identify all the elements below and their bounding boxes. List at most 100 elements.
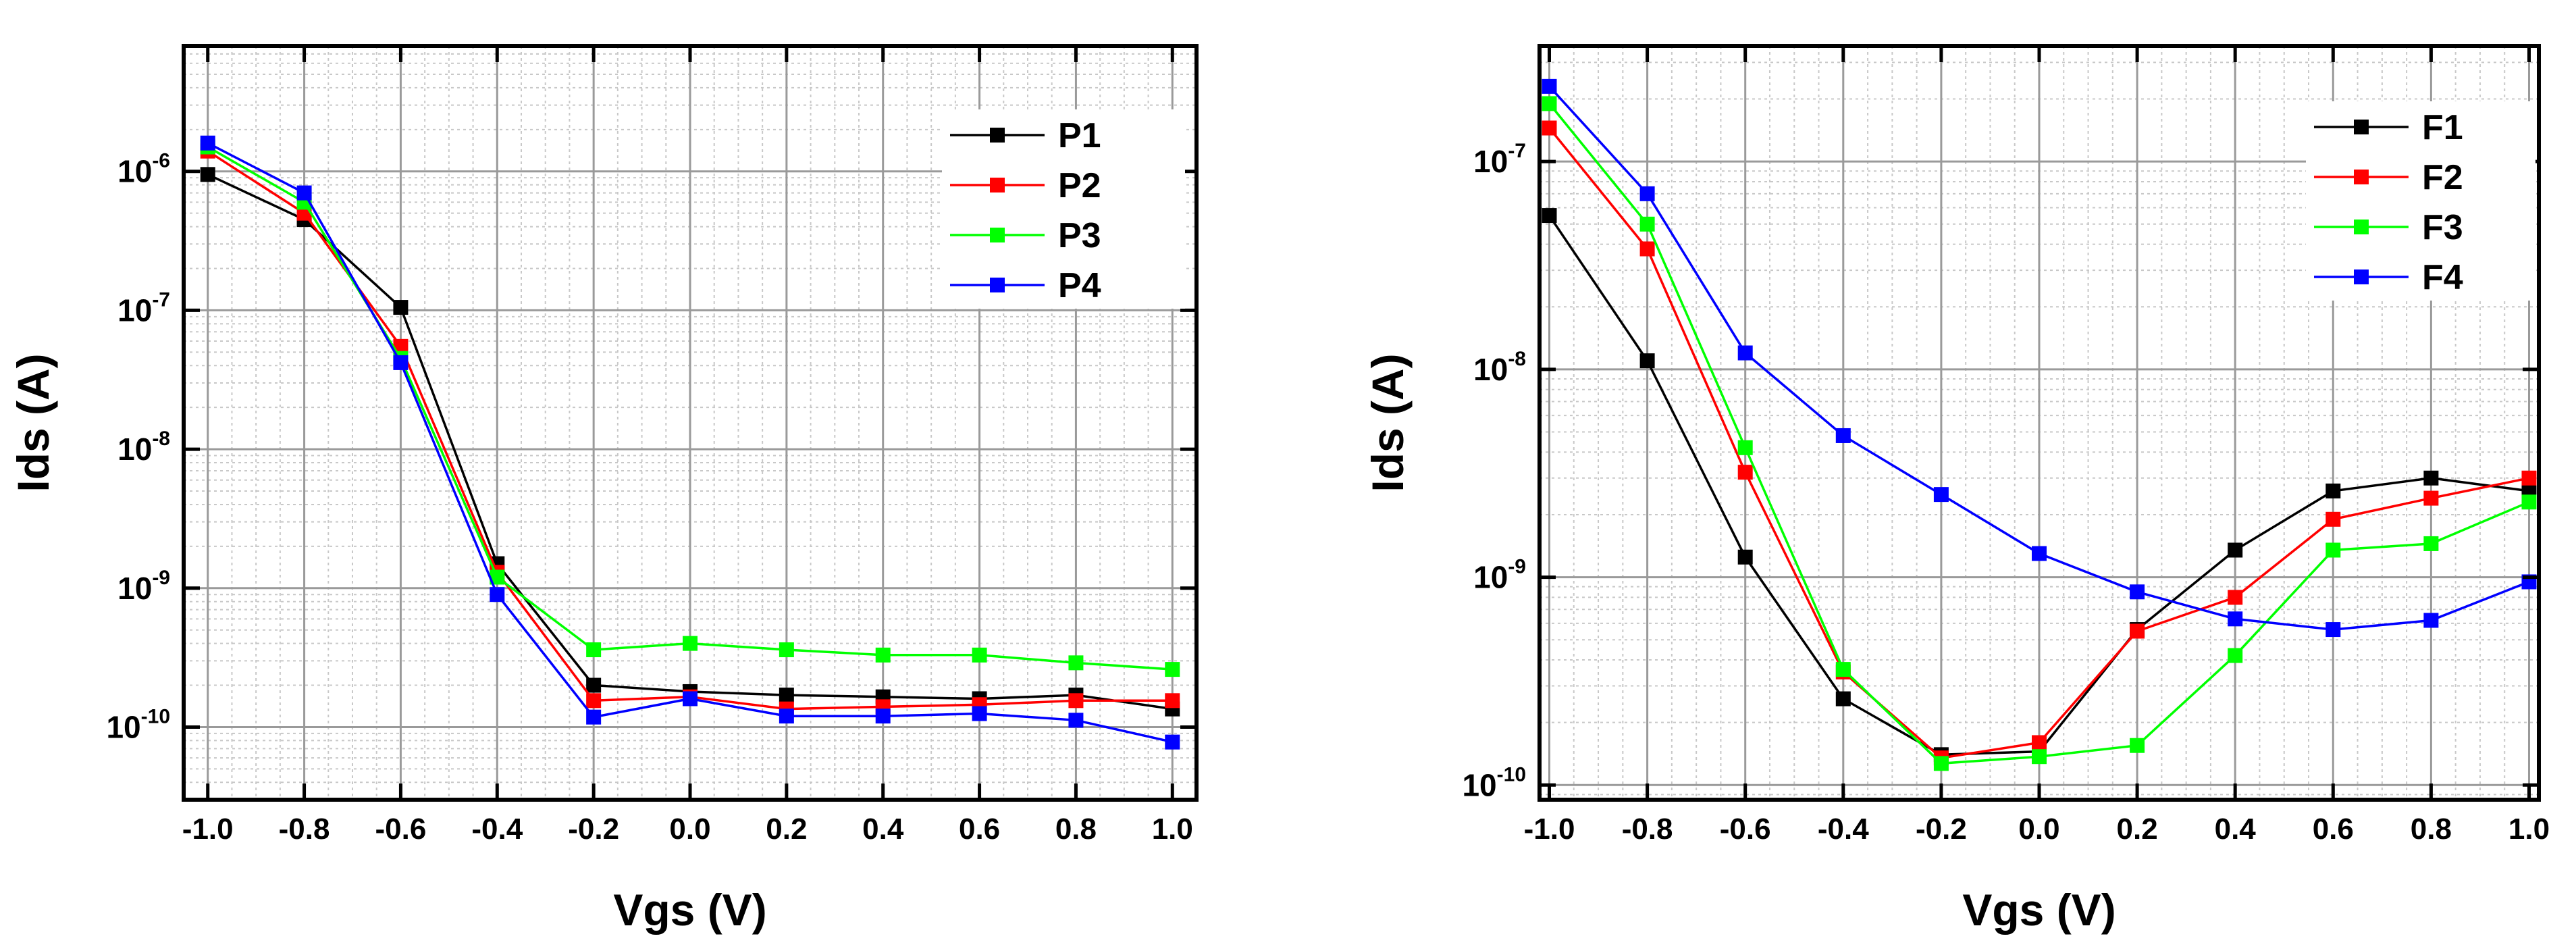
chart-1-point-F4 bbox=[1542, 78, 1557, 94]
chart-0-point-P4 bbox=[972, 706, 987, 721]
chart-0-point-P3 bbox=[586, 642, 602, 658]
chart-1-point-F4 bbox=[2325, 622, 2341, 638]
chart-0-point-P2 bbox=[1068, 693, 1084, 709]
chart-1-point-F2 bbox=[1542, 120, 1557, 136]
chart-1-x-tick-label: -0.2 bbox=[1916, 813, 1967, 846]
chart-0-y-tick-label: 10-8 bbox=[117, 428, 170, 467]
chart-1-point-F4 bbox=[1835, 428, 1851, 443]
chart-0-point-P1 bbox=[586, 677, 602, 693]
chart-0-point-P4 bbox=[200, 135, 215, 151]
chart-1-point-F3 bbox=[2521, 494, 2537, 510]
chart-0-x-tick-label: -0.2 bbox=[568, 813, 619, 846]
chart-1-x-tick-label: 0.6 bbox=[2313, 813, 2354, 846]
chart-0-point-P4 bbox=[490, 587, 505, 602]
chart-0-x-tick-label: 0.8 bbox=[1055, 813, 1097, 846]
chart-1-point-F3 bbox=[2228, 648, 2243, 663]
chart-1-point-F4 bbox=[2423, 613, 2439, 628]
chart-1-point-F3 bbox=[2130, 738, 2145, 753]
chart-0-x-tick-label: -1.0 bbox=[182, 813, 234, 846]
chart-0-point-P3 bbox=[1165, 662, 1180, 677]
chart-0-legend-box bbox=[942, 109, 1185, 309]
chart-1-point-F3 bbox=[1639, 216, 1655, 232]
chart-0-x-tick-label: 0.2 bbox=[766, 813, 807, 846]
chart-1-legend-label-F3: F3 bbox=[2422, 208, 2463, 247]
chart-1-point-F4 bbox=[1737, 345, 1753, 361]
chart-1-point-F3 bbox=[2423, 536, 2439, 551]
chart-0-x-tick-label: -0.6 bbox=[375, 813, 427, 846]
chart-0-x-tick-label: 0.6 bbox=[959, 813, 1000, 846]
chart-1-legend: F1 F2 F3 F4 bbox=[2306, 101, 2535, 301]
chart-1-legend-marker-F2 bbox=[2354, 170, 2369, 184]
chart-1-x-tick-label: 1.0 bbox=[2508, 813, 2550, 846]
chart-1-point-F1 bbox=[2423, 470, 2439, 486]
chart-0-ticks bbox=[184, 46, 1197, 800]
chart-1-legend-marker-F4 bbox=[2354, 269, 2369, 284]
chart-1-point-F3 bbox=[2325, 542, 2341, 558]
chart-0-y-axis-title: Ids (A) bbox=[8, 353, 58, 492]
chart-1-x-tick-label: -0.6 bbox=[1720, 813, 1771, 846]
chart-1-legend-marker-F3 bbox=[2354, 220, 2369, 234]
chart-0-point-P4 bbox=[586, 709, 602, 725]
chart-1-point-F1 bbox=[1542, 208, 1557, 224]
chart-0-legend-marker-P2 bbox=[990, 178, 1005, 192]
chart-0-point-P4 bbox=[875, 709, 891, 724]
chart-1-y-tick-label: 10-7 bbox=[1473, 140, 1526, 179]
chart-0-point-P4 bbox=[296, 185, 312, 201]
chart-1-point-F4 bbox=[2130, 584, 2145, 600]
chart-0-x-tick-label: -0.4 bbox=[471, 813, 523, 846]
chart-1-point-F4 bbox=[2228, 611, 2243, 627]
chart-1-ticks bbox=[1540, 46, 2539, 800]
chart-0-legend-label-P3: P3 bbox=[1058, 216, 1101, 255]
chart-0-legend: P1 P2 P3 P4 bbox=[942, 109, 1185, 309]
chart-1-x-tick-label: -0.8 bbox=[1622, 813, 1673, 846]
chart-0-x-tick-label: 0.4 bbox=[862, 813, 904, 846]
chart-1-point-F3 bbox=[1933, 756, 1949, 771]
chart-1-legend-label-F2: F2 bbox=[2422, 158, 2463, 197]
chart-0-point-P4 bbox=[393, 355, 409, 370]
chart-0-point-P1 bbox=[393, 300, 409, 315]
chart-1-x-tick-label: 0.2 bbox=[2117, 813, 2158, 846]
chart-0-point-P1 bbox=[200, 167, 215, 182]
chart-1-point-F2 bbox=[1639, 241, 1655, 257]
chart-1-y-tick-label: 10-8 bbox=[1473, 348, 1526, 387]
chart-0-point-P3 bbox=[972, 647, 987, 663]
chart-1-point-F2 bbox=[2521, 470, 2537, 486]
chart-0-point-P4 bbox=[779, 709, 794, 724]
chart-0-legend-label-P1: P1 bbox=[1058, 116, 1101, 155]
chart-0-point-P3 bbox=[1068, 655, 1084, 671]
chart-1-point-F1 bbox=[2228, 542, 2243, 558]
chart-0-y-tick-label: 10-9 bbox=[117, 567, 170, 606]
chart-1-point-F3 bbox=[2032, 749, 2047, 765]
chart-0-legend-marker-P4 bbox=[990, 278, 1005, 292]
chart-1-point-F1 bbox=[1835, 691, 1851, 706]
chart-1-y-axis-title: Ids (A) bbox=[1363, 353, 1413, 492]
chart-0-point-P2 bbox=[393, 338, 409, 354]
chart-1-point-F3 bbox=[1737, 440, 1753, 455]
chart-1-point-F1 bbox=[1639, 353, 1655, 369]
chart-1-point-F4 bbox=[1639, 186, 1655, 201]
chart-1-legend-box bbox=[2306, 101, 2535, 301]
chart-0-point-P4 bbox=[1165, 734, 1180, 750]
chart-0-y-tick-label: 10-7 bbox=[117, 288, 170, 328]
chart-1-legend-label-F1: F1 bbox=[2422, 108, 2463, 147]
chart-1-legend-label-F4: F4 bbox=[2422, 258, 2463, 297]
chart-0-legend-label-P4: P4 bbox=[1058, 266, 1101, 305]
chart-1-point-F2 bbox=[2423, 490, 2439, 506]
chart-0-point-P1 bbox=[779, 688, 794, 703]
chart-1-point-F1 bbox=[1737, 549, 1753, 565]
chart-1-x-axis-title: Vgs (V) bbox=[1962, 885, 2115, 935]
chart-0-point-P4 bbox=[1068, 713, 1084, 728]
chart-1-point-F2 bbox=[1737, 465, 1753, 480]
chart-1-point-F2 bbox=[2325, 511, 2341, 527]
chart-0-x-axis-title: Vgs (V) bbox=[613, 885, 766, 935]
chart-0-point-P3 bbox=[779, 642, 794, 658]
chart-0-series-P4 bbox=[200, 135, 1180, 750]
chart-1-point-F3 bbox=[1835, 662, 1851, 677]
chart-1-point-F3 bbox=[1542, 96, 1557, 111]
chart-0-legend-label-P2: P2 bbox=[1058, 166, 1101, 205]
chart-1-series-F2 bbox=[1542, 120, 2537, 766]
chart-0-legend-marker-P1 bbox=[990, 128, 1005, 143]
chart-0-y-tick-label: 10-6 bbox=[117, 150, 170, 189]
chart-1-x-tick-label: 0.8 bbox=[2411, 813, 2452, 846]
chart-0-x-tick-label: 0.0 bbox=[669, 813, 710, 846]
